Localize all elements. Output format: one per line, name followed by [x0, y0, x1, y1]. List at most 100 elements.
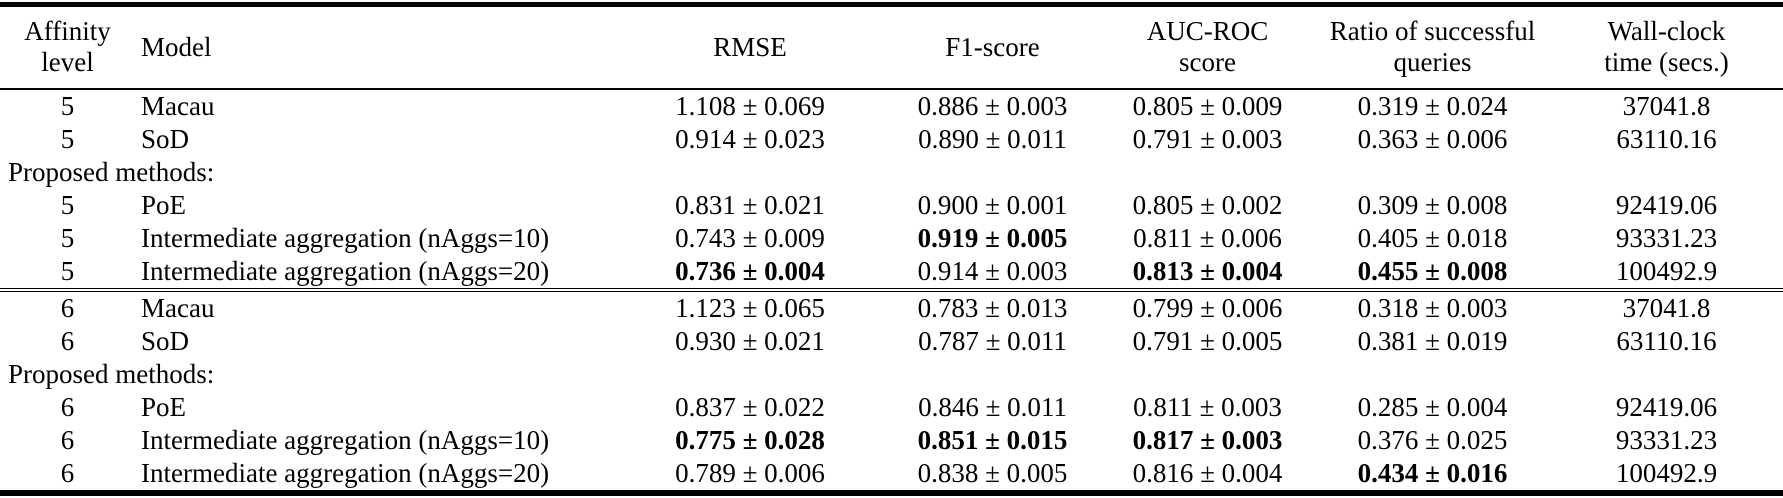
- table-row: 6 Intermediate aggregation (nAggs=20) 0.78…: [0, 457, 1783, 493]
- header-line: score: [1179, 47, 1236, 78]
- cell-wallclock: 93331.23: [1615, 425, 1718, 456]
- cell-rmse: 0.789 ± 0.006: [675, 458, 825, 489]
- table-header-row: Affinity level Model RMSE F1-score AUC-ROC sco…: [0, 4, 1783, 91]
- cell-rmse: 0.743 ± 0.009: [675, 223, 825, 254]
- cell-rmse: 0.837 ± 0.022: [675, 392, 825, 423]
- cell-model: Intermediate aggregation (nAggs=20): [141, 256, 550, 287]
- column-header-model: Model: [135, 4, 615, 91]
- cell-affinity: 6: [60, 326, 75, 357]
- header-line: AUC-ROC: [1146, 16, 1269, 46]
- cell-ratio: 0.376 ± 0.025: [1357, 425, 1508, 456]
- cell-auc: 0.805 ± 0.002: [1132, 190, 1283, 221]
- affinity-section-1: 5 Macau 1.108 ± 0.069 0.886 ± 0.003 0.805 ± …: [0, 89, 1783, 290]
- cell-f1: 0.846 ± 0.011: [918, 392, 1067, 423]
- table-row: 5 PoE 0.831 ± 0.021 0.900 ± 0.001 0.805 ± 0.…: [0, 189, 1783, 222]
- cell-affinity: 5: [60, 223, 75, 254]
- cell-auc: 0.791 ± 0.005: [1132, 326, 1283, 357]
- cell-rmse: 0.775 ± 0.028: [675, 425, 825, 456]
- cell-f1: 0.890 ± 0.011: [918, 124, 1067, 155]
- cell-rmse: 0.831 ± 0.021: [675, 190, 825, 221]
- cell-affinity: 6: [60, 458, 75, 489]
- cell-model: SoD: [141, 124, 190, 155]
- cell-ratio: 0.434 ± 0.016: [1357, 458, 1508, 489]
- cell-ratio: 0.363 ± 0.006: [1357, 124, 1508, 155]
- header-line: RMSE: [713, 31, 787, 62]
- cell-auc: 0.813 ± 0.004: [1132, 256, 1283, 287]
- cell-model: Intermediate aggregation (nAggs=10): [141, 425, 550, 456]
- cell-rmse: 1.123 ± 0.065: [615, 288, 885, 326]
- header-line: Affinity: [24, 16, 111, 46]
- cell-affinity: 5: [60, 91, 75, 122]
- cell-ratio: 0.455 ± 0.008: [1357, 256, 1508, 287]
- cell-auc: 0.811 ± 0.003: [1133, 392, 1282, 423]
- table-row: 5 Macau 1.108 ± 0.069 0.886 ± 0.003 0.805 ± …: [0, 89, 1783, 123]
- column-header-wallclock: Wall-clock time (secs.): [1550, 4, 1783, 91]
- cell-rmse: 1.108 ± 0.069: [675, 91, 825, 122]
- cell-auc: 0.791 ± 0.003: [1132, 124, 1283, 155]
- header-line: Ratio of successful: [1329, 16, 1536, 46]
- cell-auc: 0.799 ± 0.006: [1100, 288, 1315, 326]
- cell-wallclock: 100492.9: [1615, 458, 1718, 489]
- cell-f1: 0.851 ± 0.015: [917, 425, 1068, 456]
- cell-rmse: 0.930 ± 0.021: [675, 326, 825, 357]
- table-row: 5 Intermediate aggregation (nAggs=20) 0.73…: [0, 255, 1783, 290]
- cell-rmse: 0.914 ± 0.023: [675, 124, 825, 155]
- cell-ratio: 0.309 ± 0.008: [1357, 190, 1508, 221]
- cell-ratio: 0.405 ± 0.018: [1357, 223, 1508, 254]
- column-header-ratio: Ratio of successful queries: [1315, 4, 1550, 91]
- cell-affinity: 6: [60, 425, 75, 456]
- cell-f1: 0.886 ± 0.003: [917, 91, 1068, 122]
- header-line: level: [41, 47, 94, 78]
- table-row: 6 SoD 0.930 ± 0.021 0.787 ± 0.011 0.791 ± 0.…: [0, 325, 1783, 358]
- table-row: 6 Intermediate aggregation (nAggs=10) 0.77…: [0, 424, 1783, 457]
- cell-affinity: 6: [0, 288, 135, 326]
- header-line: Model: [141, 31, 212, 62]
- cell-model: Intermediate aggregation (nAggs=10): [141, 223, 550, 254]
- cell-ratio: 0.285 ± 0.004: [1357, 392, 1508, 423]
- cell-wallclock: 37041.8: [1550, 288, 1783, 326]
- cell-auc: 0.816 ± 0.004: [1132, 458, 1283, 489]
- cell-model: SoD: [141, 326, 190, 357]
- header-line: Wall-clock: [1607, 16, 1726, 46]
- column-header-f1: F1-score: [885, 4, 1100, 91]
- cell-wallclock: 92419.06: [1615, 392, 1718, 423]
- cell-model: Intermediate aggregation (nAggs=20): [141, 458, 550, 489]
- cell-wallclock: 92419.06: [1615, 190, 1718, 221]
- cell-model: PoE: [141, 392, 187, 423]
- section-label-row: Proposed methods:: [0, 358, 1783, 391]
- cell-model: Macau: [135, 288, 615, 326]
- header-line: F1-score: [945, 31, 1040, 62]
- header-line: queries: [1393, 47, 1472, 78]
- cell-f1: 0.787 ± 0.011: [918, 326, 1067, 357]
- cell-f1: 0.838 ± 0.005: [917, 458, 1068, 489]
- table-row: 6 PoE 0.837 ± 0.022 0.846 ± 0.011 0.811 ± 0.…: [0, 391, 1783, 424]
- cell-f1: 0.919 ± 0.005: [917, 223, 1068, 254]
- column-header-affinity: Affinity level: [0, 4, 135, 91]
- cell-wallclock: 63110.16: [1616, 124, 1717, 155]
- cell-wallclock: 93331.23: [1615, 223, 1718, 254]
- affinity-section-2: 6 Macau 1.123 ± 0.065 0.783 ± 0.013 0.799 ± …: [0, 288, 1783, 493]
- column-header-rmse: RMSE: [615, 4, 885, 91]
- section-label-row: Proposed methods:: [0, 156, 1783, 189]
- table-row: 5 SoD 0.914 ± 0.023 0.890 ± 0.011 0.791 ± 0.…: [0, 123, 1783, 156]
- cell-model: PoE: [141, 190, 187, 221]
- proposed-methods-label: Proposed methods:: [8, 157, 215, 188]
- proposed-methods-label: Proposed methods:: [8, 359, 215, 390]
- cell-affinity: 6: [60, 392, 75, 423]
- cell-auc: 0.817 ± 0.003: [1132, 425, 1283, 456]
- cell-ratio: 0.381 ± 0.019: [1357, 326, 1508, 357]
- table-row: 6 Macau 1.123 ± 0.065 0.783 ± 0.013 0.799 ± …: [0, 288, 1783, 326]
- cell-affinity: 5: [60, 190, 75, 221]
- cell-wallclock: 37041.8: [1622, 91, 1711, 122]
- cell-model: Macau: [141, 91, 215, 122]
- cell-f1: 0.914 ± 0.003: [917, 256, 1068, 287]
- cell-ratio: 0.319 ± 0.024: [1357, 91, 1508, 122]
- cell-affinity: 5: [60, 256, 75, 287]
- cell-ratio: 0.318 ± 0.003: [1315, 288, 1550, 326]
- table-row: 5 Intermediate aggregation (nAggs=10) 0.74…: [0, 222, 1783, 255]
- table-header: Affinity level Model RMSE F1-score AUC-ROC sco…: [0, 4, 1783, 91]
- cell-affinity: 5: [60, 124, 75, 155]
- cell-f1: 0.900 ± 0.001: [917, 190, 1068, 221]
